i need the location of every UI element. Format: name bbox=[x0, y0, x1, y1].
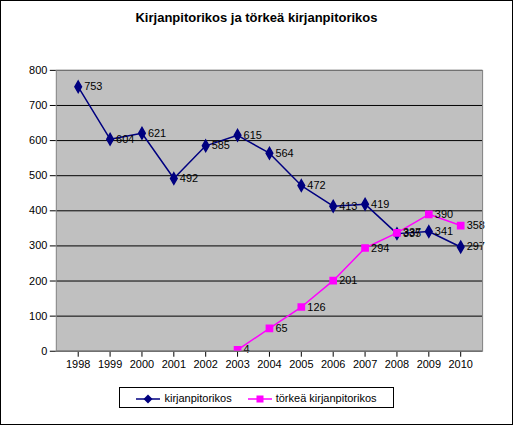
svg-text:4: 4 bbox=[244, 343, 250, 355]
svg-text:2003: 2003 bbox=[225, 358, 249, 370]
svg-text:300: 300 bbox=[29, 239, 47, 251]
svg-text:2001: 2001 bbox=[162, 358, 186, 370]
svg-text:2004: 2004 bbox=[257, 358, 281, 370]
svg-text:700: 700 bbox=[29, 99, 47, 111]
svg-text:564: 564 bbox=[275, 147, 293, 159]
svg-text:1998: 1998 bbox=[66, 358, 90, 370]
svg-text:413: 413 bbox=[339, 200, 357, 212]
svg-text:2007: 2007 bbox=[353, 358, 377, 370]
svg-text:615: 615 bbox=[244, 129, 262, 141]
svg-text:500: 500 bbox=[29, 169, 47, 181]
svg-text:294: 294 bbox=[371, 242, 389, 254]
svg-text:419: 419 bbox=[371, 198, 389, 210]
svg-text:585: 585 bbox=[212, 139, 230, 151]
svg-text:126: 126 bbox=[307, 301, 325, 313]
svg-text:337: 337 bbox=[403, 226, 421, 238]
svg-text:600: 600 bbox=[29, 134, 47, 146]
svg-text:0: 0 bbox=[41, 345, 47, 357]
svg-text:472: 472 bbox=[307, 179, 325, 191]
svg-text:2010: 2010 bbox=[449, 358, 473, 370]
svg-text:65: 65 bbox=[275, 322, 287, 334]
svg-text:297: 297 bbox=[466, 240, 485, 253]
html-text:Kirjanpitorikos ja törkeä kirj: Kirjanpitorikos ja törkeä kirjanpitoriko… bbox=[135, 10, 378, 25]
svg-text:621: 621 bbox=[148, 127, 166, 139]
svg-text:2006: 2006 bbox=[321, 358, 345, 370]
svg-text:2008: 2008 bbox=[385, 358, 409, 370]
svg-text:201: 201 bbox=[339, 274, 357, 286]
svg-text:2009: 2009 bbox=[417, 358, 441, 370]
svg-text:400: 400 bbox=[29, 204, 47, 216]
svg-text:1999: 1999 bbox=[98, 358, 122, 370]
svg-text:200: 200 bbox=[29, 275, 47, 287]
svg-text:100: 100 bbox=[29, 310, 47, 322]
svg-text:2000: 2000 bbox=[130, 358, 154, 370]
svg-text:492: 492 bbox=[180, 172, 198, 184]
html-text:törkeä kirjanpitorikos: törkeä kirjanpitorikos bbox=[275, 391, 377, 404]
svg-text:335: 335 bbox=[403, 227, 421, 239]
svg-text:341: 341 bbox=[435, 225, 453, 237]
html-text:kirjanpitorikos: kirjanpitorikos bbox=[164, 391, 232, 404]
svg-text:604: 604 bbox=[116, 133, 134, 145]
svg-text:2005: 2005 bbox=[289, 358, 313, 370]
svg-text:753: 753 bbox=[84, 80, 102, 92]
svg-text:800: 800 bbox=[29, 64, 47, 76]
svg-text:390: 390 bbox=[435, 208, 453, 220]
svg-text:2002: 2002 bbox=[194, 358, 218, 370]
svg-text:358: 358 bbox=[466, 219, 485, 232]
